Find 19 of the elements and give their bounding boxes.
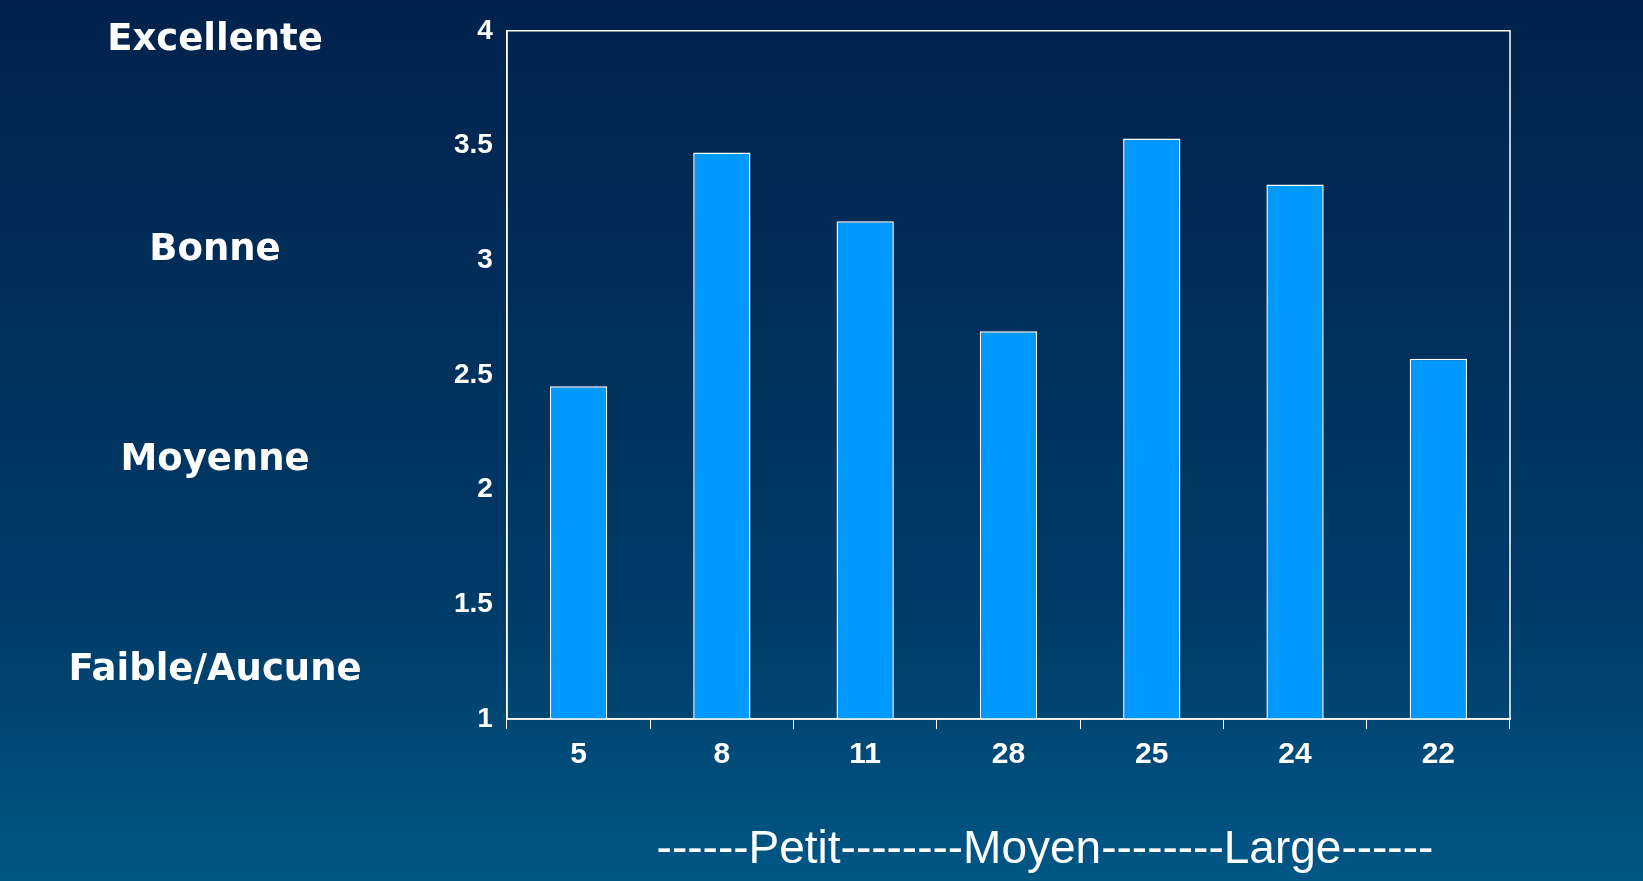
y-tick-label: 4: [477, 13, 494, 45]
x-axis-title: ------Petit--------Moyen--------Large------: [656, 820, 1434, 873]
x-tick-label: 25: [1135, 736, 1169, 770]
x-tick-label: 11: [849, 736, 882, 770]
y-tick-label: 3: [477, 242, 493, 274]
y-tick-label: 1: [477, 701, 493, 733]
x-tick-label: 8: [713, 736, 731, 770]
x-tick-label: 5: [570, 736, 587, 770]
y-tick-label: 3.5: [453, 128, 493, 160]
x-tick-label: 22: [1421, 736, 1456, 770]
text: Excellente: [107, 15, 323, 59]
y-tick-label: 2.5: [453, 357, 493, 389]
text: Bonne: [149, 225, 281, 269]
y-tick-label: 2: [477, 472, 493, 504]
text: Faible/Aucune: [68, 645, 362, 689]
text: Moyenne: [120, 435, 310, 479]
x-tick-label: 24: [1278, 736, 1313, 770]
x-tick-label: 28: [991, 736, 1026, 770]
y-tick-label: 1.5: [453, 587, 493, 619]
